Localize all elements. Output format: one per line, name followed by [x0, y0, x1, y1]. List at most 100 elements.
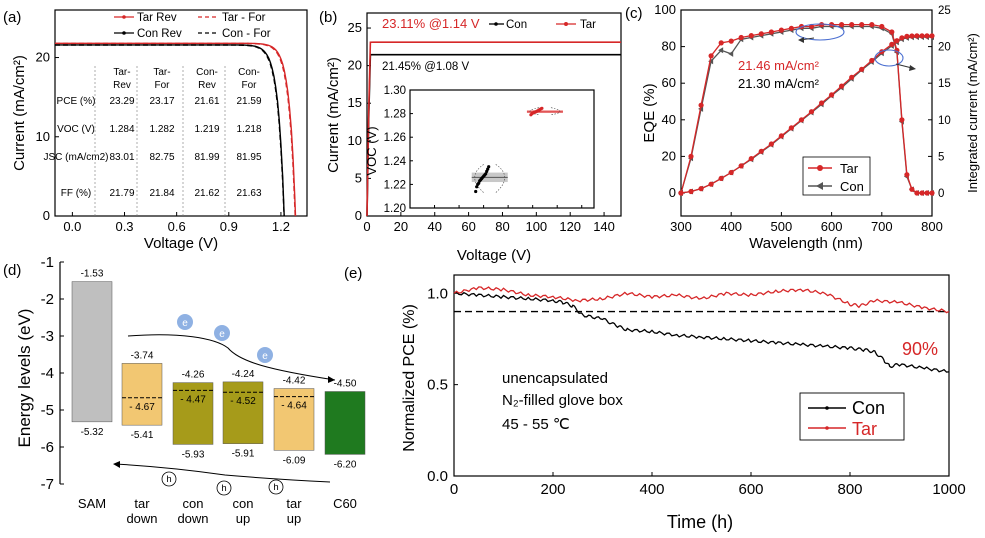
y-tick-label: 15	[348, 95, 362, 110]
x-tick-label: 140	[593, 219, 615, 234]
energy-bar-C60	[324, 391, 366, 455]
eqe-point	[889, 29, 895, 35]
x-tick-label: 100	[525, 219, 547, 234]
electron-3: e	[257, 347, 273, 363]
table-cell: 83.01	[109, 152, 134, 163]
bar-top-label: -3.74	[131, 350, 154, 361]
y-tick-label: 5	[355, 170, 362, 185]
svg-text:e: e	[262, 351, 268, 362]
panel-b-ticks: 0 20 40 60 80 100 120 140 0 5 10 15 20 25	[348, 20, 615, 234]
panel-a-label: (a)	[3, 9, 21, 26]
x-tick-label: 200	[540, 481, 565, 498]
category-label: tar	[134, 496, 150, 511]
curve-tar-for	[55, 42, 296, 217]
electron-2: e	[214, 325, 230, 341]
eqe-point	[914, 190, 920, 196]
integrated-highlight-ellipse	[874, 49, 904, 67]
integrated-point	[909, 33, 915, 39]
bar-top-label: -4.42	[283, 376, 306, 387]
annotation-con-pce: 21.45% @1.08 V	[382, 61, 469, 73]
category-label: up	[236, 511, 250, 526]
curve-tar	[366, 41, 621, 217]
integrated-point	[929, 33, 935, 39]
panel-a-curves	[55, 42, 297, 217]
table-header: Con-	[196, 67, 218, 78]
panel-a-ticks: 0.0 0.3 0.6 0.9 1.2 0 10 20	[36, 50, 290, 234]
eqe-point	[748, 33, 754, 39]
y-tick-right-label: 5	[938, 151, 944, 163]
y-tick-label: 20	[662, 148, 676, 163]
category-label: C60	[333, 496, 357, 511]
panel-c-xlabel: Wavelength (nm)	[749, 235, 863, 252]
table-header: Con-	[238, 67, 260, 78]
eqe-point	[768, 29, 775, 35]
table-row-label: VOC (V)	[57, 124, 95, 135]
table-cell: 21.84	[149, 188, 174, 199]
table-cell: 21.61	[194, 96, 219, 107]
legend-c-con: Con	[840, 179, 864, 194]
hole-arrowhead	[113, 461, 120, 468]
electron-1: e	[177, 314, 193, 330]
eqe-point	[879, 23, 885, 30]
x-tick-label: 120	[559, 219, 581, 234]
inset-point	[540, 106, 544, 110]
inset-y-tick-label: 1.24	[384, 156, 407, 168]
x-tick-label: 300	[670, 219, 692, 234]
x-tick-label: 0	[363, 219, 370, 234]
svg-text:h: h	[273, 482, 278, 493]
table-header: For	[242, 80, 258, 91]
y-tick-label: -2	[41, 291, 54, 308]
eqe-point	[839, 22, 845, 28]
table-header: Tar-	[113, 67, 130, 78]
integrated-point	[889, 41, 895, 48]
energy-bar-con-up	[222, 381, 264, 444]
y-tick-label: -4	[41, 365, 54, 382]
y-tick-label: 0.0	[427, 468, 448, 485]
panel-b-curves	[366, 41, 621, 217]
integrated-point	[869, 57, 875, 64]
integrated-point	[738, 163, 744, 169]
reference-label: 90%	[902, 339, 938, 359]
x-tick-label: 0	[450, 481, 458, 498]
electron-arrowhead	[328, 376, 335, 383]
eqe-point	[698, 102, 704, 108]
panel-e-ylabel: Normalized PCE (%)	[401, 304, 418, 452]
integrated-point	[748, 156, 754, 162]
y-tick-right-label: 15	[938, 78, 951, 90]
table-row-label: PCE (%)	[57, 96, 96, 107]
panel-b-legend: Con Tar	[489, 19, 596, 31]
inset-point	[486, 167, 490, 171]
eqe-point	[849, 22, 855, 28]
integrated-point	[798, 117, 805, 123]
panel-a-table: Tar- Rev Tar- For Con- Rev Con- For PCE (%) 23.29…	[44, 66, 262, 216]
table-header: Rev	[198, 80, 216, 91]
x-tick-label: 800	[837, 481, 862, 498]
category-label: tar	[286, 496, 302, 511]
bar-bottom-label: -5.93	[182, 449, 205, 460]
eqe-point	[899, 117, 905, 123]
integrated-arrowhead	[909, 65, 916, 71]
bar-top-label: -1.53	[81, 269, 104, 280]
panel-e-xlabel: Time (h)	[667, 512, 733, 532]
electron-path	[127, 334, 336, 381]
integrated-point	[718, 175, 724, 181]
x-tick-label: 0.0	[63, 219, 81, 234]
eqe-point	[718, 47, 724, 54]
eqe-point	[819, 22, 825, 28]
eqe-point	[869, 22, 875, 28]
category-label: SAM	[78, 496, 106, 511]
y-tick-label: 10	[36, 129, 50, 144]
inset-violin-con	[474, 164, 506, 193]
integrated-point	[778, 133, 785, 139]
energy-bar-tar-up	[273, 388, 315, 451]
y-tick-label: 25	[348, 20, 362, 35]
eqe-point	[728, 38, 734, 44]
inset-y-tick-label: 1.20	[384, 203, 406, 215]
y-tick-label: 60	[662, 75, 676, 90]
panel-e-ticks: 0 200 400 600 800 1000 0.0 0.5 1.0	[427, 285, 966, 498]
table-row-label: FF (%)	[61, 188, 92, 199]
panel-b: (b) 0 20 40 60 80 100 120 140 0 5 10 15 20 25 Voltage…	[319, 9, 622, 264]
category-label: down	[126, 511, 157, 526]
